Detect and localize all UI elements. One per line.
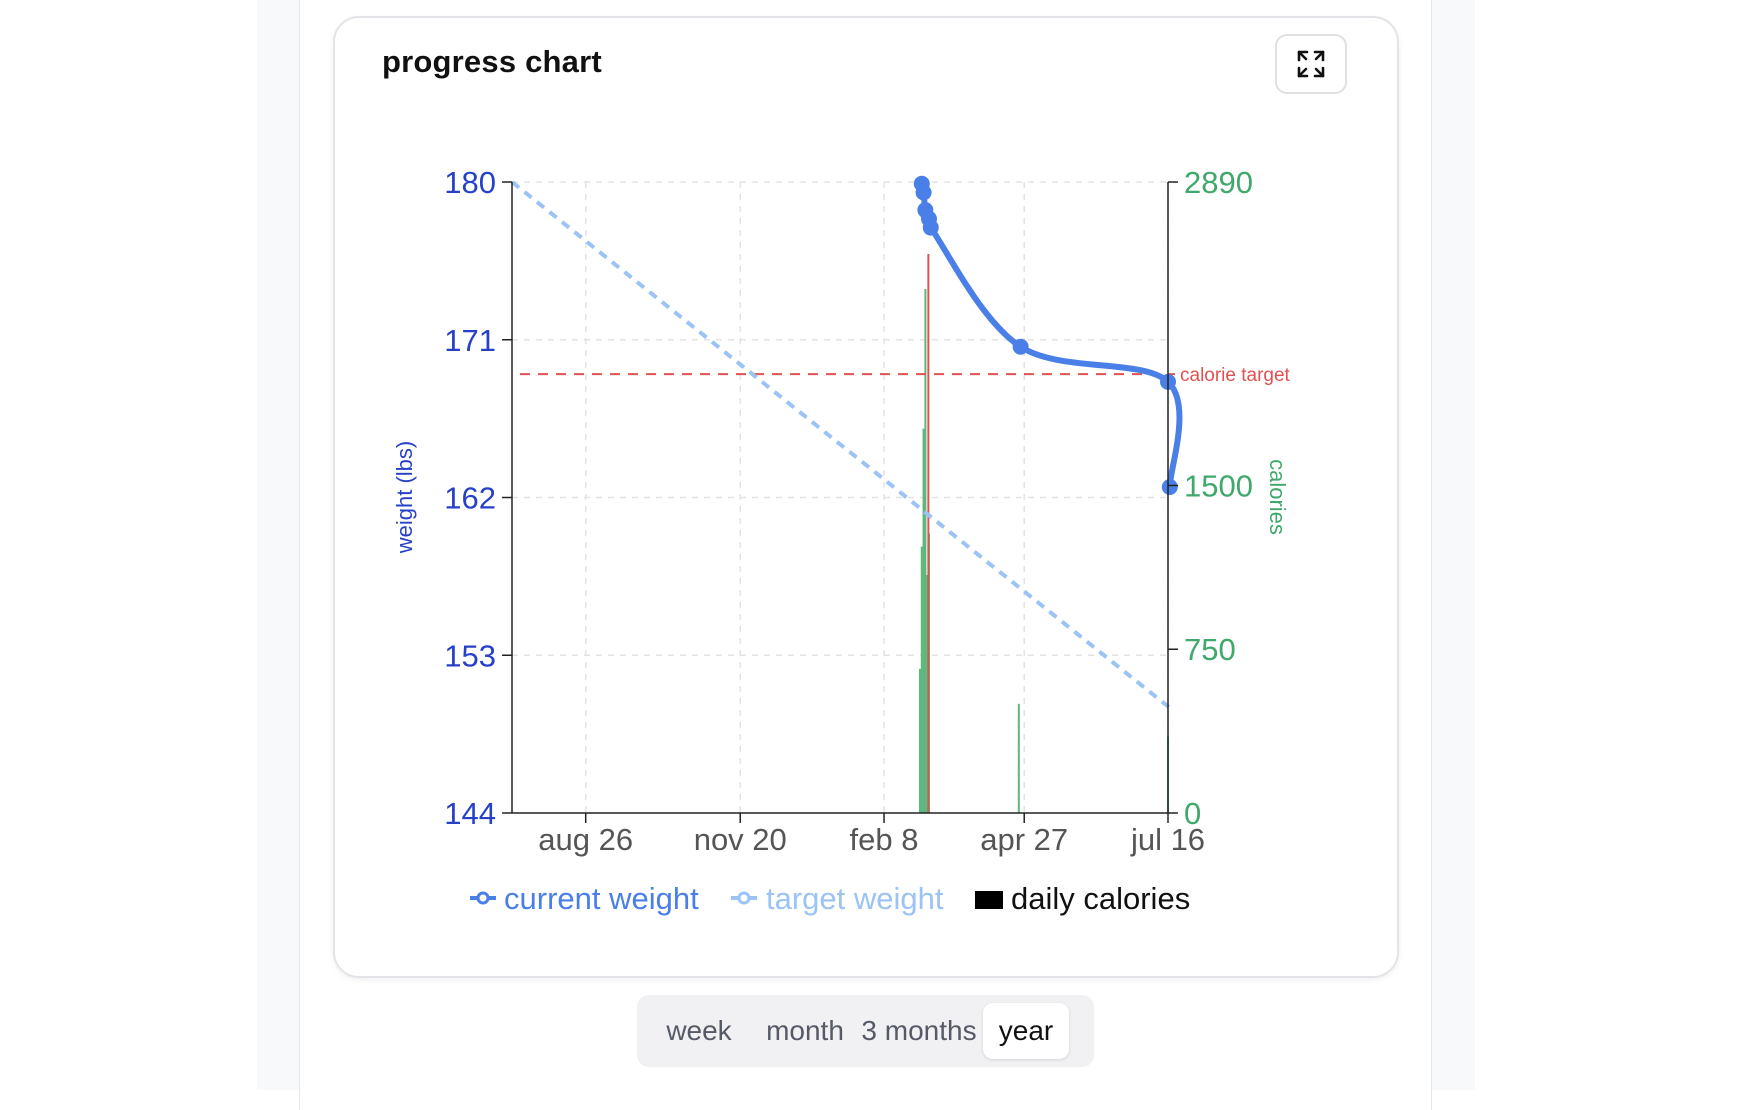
x-axis-tick-label: jul 16 bbox=[1130, 822, 1205, 857]
chart-grid bbox=[512, 181, 1169, 813]
x-axis-tick-label: apr 27 bbox=[980, 822, 1068, 857]
chart-legend: current weight target weight daily calorie… bbox=[470, 881, 1190, 916]
expand-icon bbox=[1297, 50, 1325, 78]
right-axis-title: calories bbox=[1265, 459, 1290, 535]
left-axis-tick-label: 171 bbox=[444, 323, 496, 358]
expand-button[interactable] bbox=[1275, 34, 1347, 94]
range-3-months-button[interactable]: 3 months bbox=[861, 1015, 977, 1046]
right-axis-tick-label: 750 bbox=[1184, 632, 1236, 667]
left-axis-tick-label: 153 bbox=[444, 638, 496, 673]
card-title: progress chart bbox=[382, 44, 602, 79]
left-axis-title: weight (lbs) bbox=[392, 441, 417, 554]
chart-axes: 144 153 162 171 180 0 750 1500 2890 aug 26 nov 20 f… bbox=[392, 165, 1290, 857]
legend-target-weight-label: target weight bbox=[766, 881, 944, 916]
current-weight-line bbox=[918, 180, 1183, 490]
calorie-bar bbox=[922, 428, 925, 813]
time-range-selector: week month 3 months year bbox=[637, 995, 1094, 1067]
x-axis-tick-label: aug 26 bbox=[538, 822, 633, 857]
right-axis-tick-label: 2890 bbox=[1184, 165, 1253, 200]
legend-current-weight-marker bbox=[476, 891, 490, 905]
current-weight-point bbox=[1161, 478, 1178, 495]
range-week-button[interactable]: week bbox=[666, 1015, 732, 1046]
page-background bbox=[0, 0, 257, 1090]
calorie-bar bbox=[918, 668, 921, 813]
left-axis-tick-label: 144 bbox=[444, 796, 496, 831]
calorie-bar bbox=[920, 546, 923, 813]
page-gutter-right bbox=[1432, 0, 1475, 1090]
right-axis-tick-label: 1500 bbox=[1184, 468, 1253, 503]
target-weight-line bbox=[510, 180, 1172, 710]
calorie-bar bbox=[924, 288, 927, 813]
chart-series: calorie target bbox=[510, 175, 1291, 813]
left-axis-tick-label: 180 bbox=[444, 165, 496, 200]
legend-target-weight-marker bbox=[737, 891, 751, 905]
legend-current-weight-label: current weight bbox=[504, 881, 699, 916]
calorie-target-label: calorie target bbox=[1180, 365, 1291, 386]
legend-daily-calories-label: daily calories bbox=[1011, 881, 1190, 916]
page-gutter-left bbox=[257, 0, 300, 1090]
calorie-bar bbox=[926, 575, 929, 813]
x-axis-tick-label: nov 20 bbox=[694, 822, 787, 857]
legend-daily-calories-swatch bbox=[975, 891, 1003, 909]
range-month-button[interactable]: month bbox=[766, 1015, 844, 1046]
current-weight-point bbox=[1012, 338, 1029, 355]
current-weight-point bbox=[915, 184, 932, 201]
range-year-button[interactable]: year bbox=[983, 1003, 1069, 1059]
left-axis-tick-label: 162 bbox=[444, 481, 496, 516]
x-axis-tick-label: feb 8 bbox=[850, 822, 919, 857]
right-axis-tick-label: 0 bbox=[1184, 796, 1201, 831]
current-weight-point bbox=[922, 219, 939, 236]
calorie-bar bbox=[1017, 703, 1020, 813]
